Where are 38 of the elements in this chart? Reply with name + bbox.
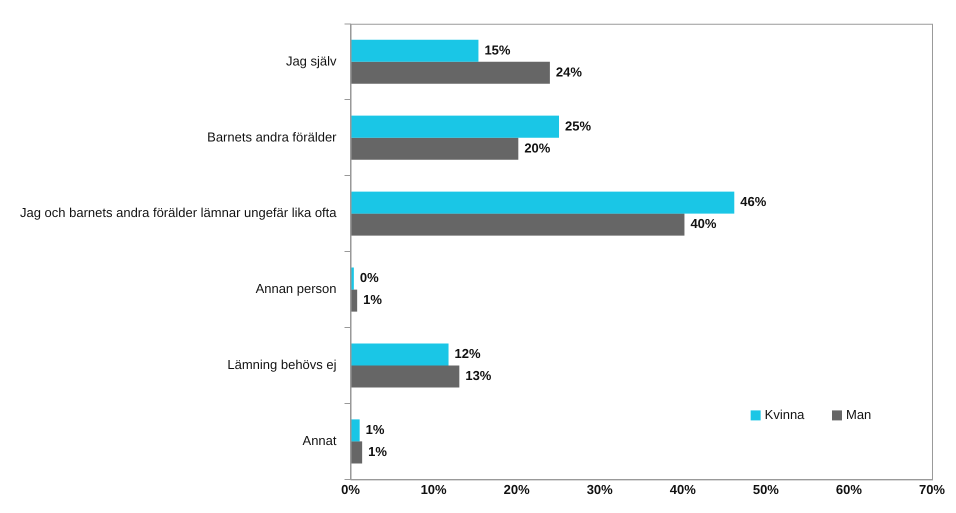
y-tick-label: Jag och barnets andra förälder lämnar ungefär lika ofta [20, 205, 338, 220]
bar [351, 343, 449, 366]
x-tick-label: 50% [752, 482, 780, 497]
data-label: 46% [740, 194, 767, 210]
bar [351, 366, 460, 388]
bar [351, 419, 360, 442]
bar [351, 192, 734, 214]
y-tick-label: Jag själv [286, 53, 338, 68]
bar [351, 62, 550, 84]
bar [351, 214, 684, 236]
bar [351, 40, 478, 62]
data-label: 20% [524, 140, 551, 156]
data-label: 1% [366, 422, 385, 437]
x-tick-label: 0% [341, 482, 360, 497]
x-tick-label: 20% [504, 482, 530, 497]
x-tick-label: 70% [918, 482, 946, 497]
data-label: 12% [454, 346, 481, 362]
x-tick-label: 60% [836, 482, 862, 497]
data-label: 1% [368, 444, 388, 460]
bar [351, 441, 362, 464]
data-label: 24% [556, 64, 582, 80]
bar [351, 138, 518, 160]
data-label: 0% [360, 270, 380, 286]
x-tick-label: 30% [586, 482, 614, 497]
data-label: 13% [465, 368, 492, 384]
bar [351, 116, 560, 138]
x-tick-label: 10% [420, 482, 448, 497]
y-tick-label: Barnets andra förälder [207, 129, 338, 144]
y-tick-label: Lämning behövs ej [227, 357, 337, 372]
legend-label: Man [846, 406, 872, 422]
y-tick-label: Annan person [256, 281, 337, 296]
y-tick-label: Annat [302, 433, 337, 448]
data-label: 15% [484, 42, 511, 58]
data-label: 1% [363, 292, 382, 308]
data-label: 25% [565, 118, 592, 134]
legend-label: Kvinna [764, 406, 806, 422]
data-label: 40% [690, 216, 717, 232]
x-tick-label: 40% [670, 482, 696, 497]
